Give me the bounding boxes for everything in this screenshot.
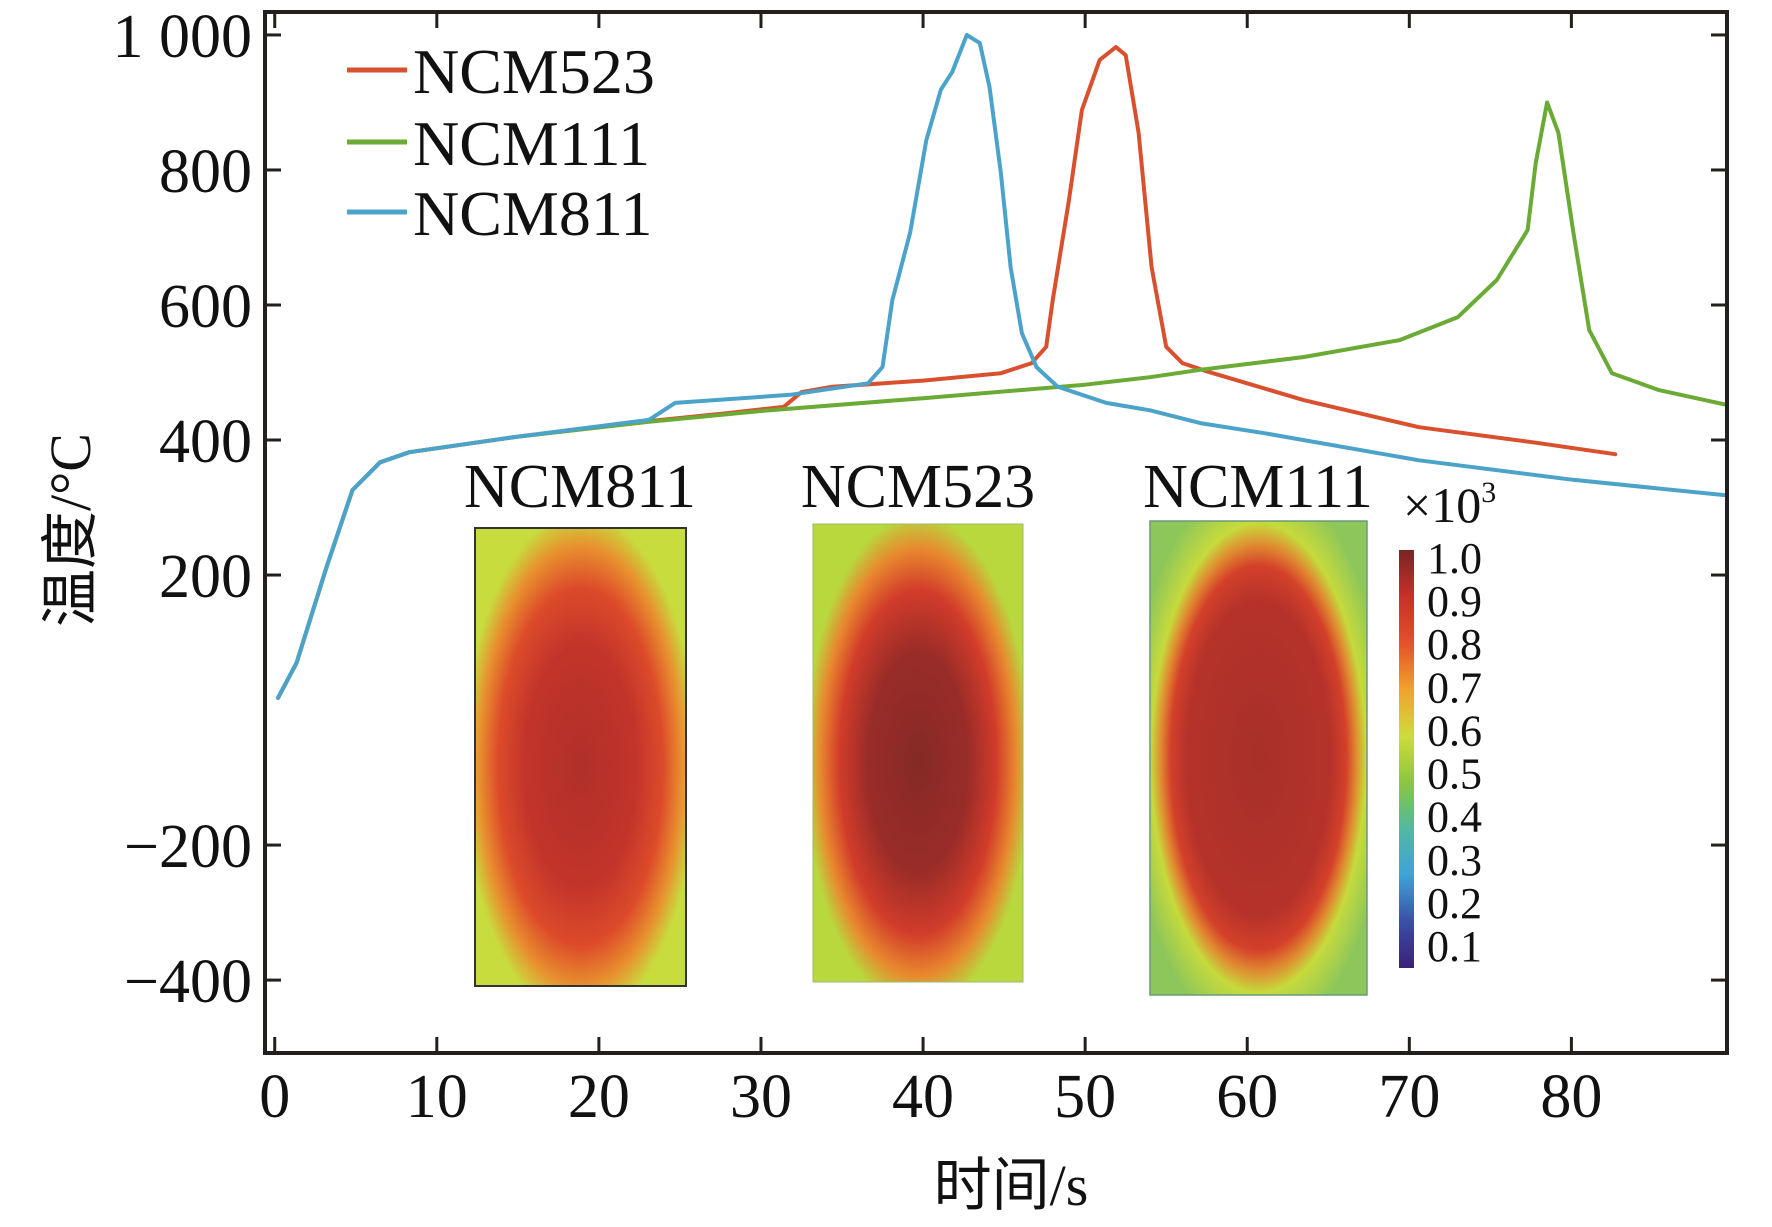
inset-ncm811-heatmap <box>474 527 687 987</box>
series-line-ncm811 <box>276 33 1727 700</box>
legend-label-ncm811: NCM811 <box>413 178 652 249</box>
legend-label-ncm523: NCM523 <box>413 36 655 107</box>
x-tick-label: 30 <box>730 1063 792 1131</box>
x-tick-label: 60 <box>1216 1063 1278 1131</box>
y-tick-label: 800 <box>159 138 252 206</box>
colorbar: ×103 1.00.90.80.70.60.50.40.30.20.1 <box>1399 476 1496 971</box>
colorbar-tick-label: 1.0 <box>1427 534 1482 583</box>
colorbar-tick-label: 0.4 <box>1427 793 1482 842</box>
x-tick-label: 50 <box>1054 1063 1116 1131</box>
x-tick-label: 80 <box>1540 1063 1602 1131</box>
inset-ncm523-heatmap <box>812 523 1024 983</box>
x-tick-label: 20 <box>568 1063 630 1131</box>
inset-ncm523-label: NCM523 <box>801 453 1035 521</box>
x-tick-label: 10 <box>406 1063 468 1131</box>
plot-frame <box>263 10 1729 1055</box>
x-tick-label: 0 <box>259 1063 290 1131</box>
y-tick-label: 1 000 <box>113 3 253 71</box>
y-tick-label: 600 <box>159 273 252 341</box>
colorbar-tick-label: 0.9 <box>1427 577 1482 626</box>
inset-ncm811: NCM811 <box>464 453 696 987</box>
colorbar-tick-label: 0.6 <box>1427 706 1482 755</box>
x-tick-label: 40 <box>892 1063 954 1131</box>
x-axis-title: 时间/s <box>934 1153 1089 1218</box>
inset-ncm111-heatmap <box>1149 520 1368 996</box>
y-tick-label: −400 <box>124 948 252 1016</box>
y-tick-label: 200 <box>159 543 252 611</box>
colorbar-tick-label: 0.8 <box>1427 620 1482 669</box>
colorbar-multiplier: ×103 <box>1403 476 1496 533</box>
y-axis-title: 温度/°C <box>38 433 103 627</box>
y-tick-label: 400 <box>159 408 252 476</box>
inset-ncm111: NCM111 <box>1143 453 1373 996</box>
legend-label-ncm111: NCM111 <box>413 108 650 179</box>
x-tick-label: 70 <box>1378 1063 1440 1131</box>
inset-ncm523: NCM523 <box>801 453 1035 983</box>
colorbar-tick-label: 0.5 <box>1427 750 1482 799</box>
colorbar-tick-label: 0.1 <box>1427 922 1482 971</box>
y-tick-label: −200 <box>124 813 252 881</box>
colorbar-bar <box>1399 550 1414 968</box>
colorbar-tick-label: 0.3 <box>1427 836 1482 885</box>
colorbar-tick-label: 0.7 <box>1427 663 1482 712</box>
colorbar-tick-label: 0.2 <box>1427 879 1482 928</box>
inset-ncm811-label: NCM811 <box>464 453 696 521</box>
inset-ncm111-label: NCM111 <box>1143 453 1373 521</box>
